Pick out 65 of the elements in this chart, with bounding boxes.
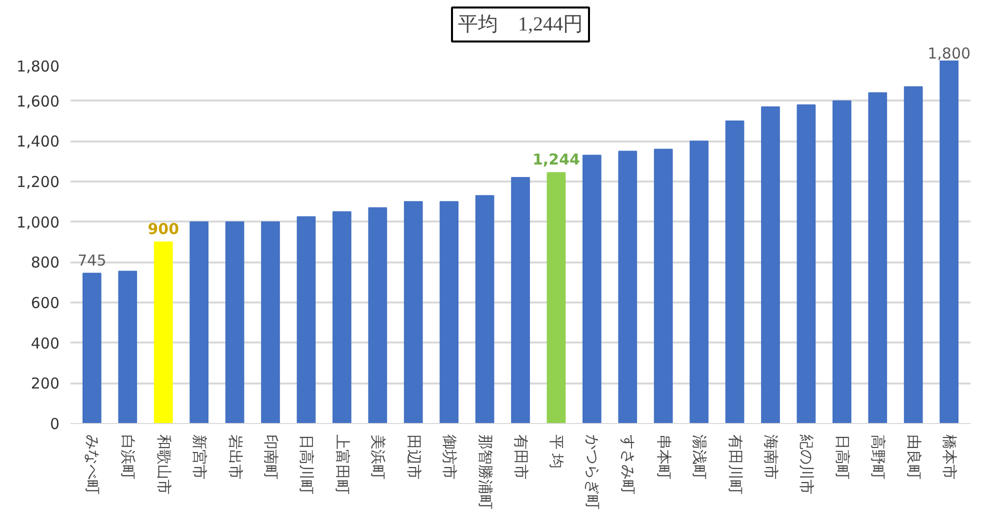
x-tick-label: 田辺市 bbox=[404, 434, 422, 480]
y-tick-label: 800 bbox=[30, 254, 60, 272]
bar bbox=[940, 60, 958, 424]
bar bbox=[118, 270, 138, 424]
x-tick-label: 御坊市 bbox=[440, 434, 458, 480]
x-tick-label: 白浜町 bbox=[119, 434, 136, 480]
bar bbox=[261, 221, 280, 424]
data-label: 1,244 bbox=[532, 150, 580, 169]
y-tick-label: 0 bbox=[50, 415, 60, 433]
x-tick-label: すさみ町 bbox=[619, 434, 636, 494]
y-tick-label: 1,200 bbox=[16, 173, 60, 191]
bar bbox=[690, 140, 708, 424]
x-tick-label: 由良町 bbox=[904, 434, 922, 480]
bar bbox=[796, 104, 816, 424]
bar bbox=[511, 176, 530, 424]
x-tick-label: 印南町 bbox=[262, 434, 279, 480]
bar bbox=[761, 106, 780, 424]
y-tick-label: 200 bbox=[30, 374, 60, 393]
bar bbox=[82, 272, 102, 424]
bar bbox=[475, 195, 494, 424]
x-tick-label: 串本町 bbox=[654, 434, 672, 480]
x-tick-label: 和歌山市 bbox=[154, 434, 172, 494]
bar bbox=[618, 150, 638, 424]
x-tick-label: 高野町 bbox=[869, 434, 886, 480]
x-tick-label: 湯浅町 bbox=[690, 434, 708, 480]
bar bbox=[654, 148, 673, 424]
y-tick-label: 400 bbox=[30, 334, 60, 352]
x-tick-label: かつらぎ町 bbox=[583, 434, 600, 510]
bar bbox=[332, 211, 352, 424]
x-tick-label: 新宮市 bbox=[190, 434, 208, 480]
bar bbox=[440, 201, 458, 424]
bar bbox=[582, 154, 602, 424]
x-tick-label: みなべ町 bbox=[83, 434, 100, 494]
bar bbox=[154, 242, 173, 424]
bar bbox=[368, 207, 388, 424]
y-tick-label: 1,600 bbox=[16, 92, 60, 110]
data-label: 1,800 bbox=[928, 44, 971, 62]
chart-title: 平均 1,244円 bbox=[458, 14, 583, 36]
y-tick-label: 1,400 bbox=[16, 132, 60, 151]
y-tick-label: 1,800 bbox=[16, 58, 60, 76]
bar bbox=[190, 221, 208, 424]
x-tick-label: 有田川町 bbox=[726, 434, 744, 494]
x-tick-label: 海南市 bbox=[762, 434, 779, 480]
x-tick-label: 日高町 bbox=[833, 434, 850, 480]
x-tick-label: 有田市 bbox=[512, 434, 529, 480]
y-tick-label: 1,000 bbox=[16, 213, 60, 232]
x-tick-label: 美浜町 bbox=[369, 434, 386, 480]
x-tick-label: 橋本市 bbox=[940, 434, 958, 480]
x-tick-label: 平 均 bbox=[548, 434, 565, 469]
data-label: 745 bbox=[78, 251, 106, 270]
bar bbox=[546, 172, 566, 424]
bar bbox=[725, 120, 744, 424]
y-tick-label: 600 bbox=[30, 294, 60, 312]
bar bbox=[296, 216, 316, 424]
data-label: 900 bbox=[148, 220, 180, 238]
x-tick-label: 岩出市 bbox=[226, 434, 244, 480]
x-tick-label: 紀の川市 bbox=[798, 434, 815, 494]
x-tick-label: 上富田町 bbox=[333, 434, 350, 494]
x-tick-label: 那智勝浦町 bbox=[476, 434, 494, 510]
bar bbox=[832, 100, 852, 424]
bar bbox=[404, 201, 423, 424]
bar bbox=[868, 92, 888, 424]
x-tick-label: 日高川町 bbox=[298, 434, 315, 494]
bar bbox=[225, 221, 244, 424]
bar bbox=[904, 86, 923, 424]
